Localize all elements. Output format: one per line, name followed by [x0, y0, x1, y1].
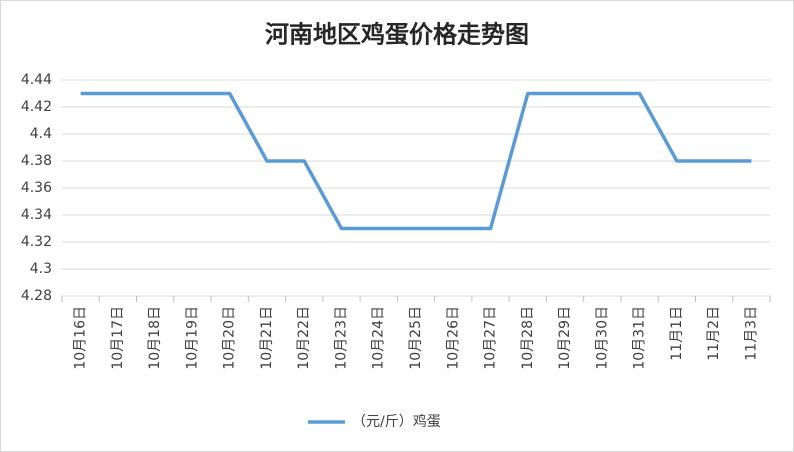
- x-tick-label: 10月22日: [296, 306, 312, 370]
- x-tick-label: 10月19日: [184, 306, 200, 370]
- y-tick-label: 4.44: [21, 72, 52, 88]
- x-tick-label: 10月16日: [73, 306, 89, 370]
- x-tick-label: 10月29日: [557, 306, 573, 370]
- y-tick-label: 4.42: [21, 99, 52, 115]
- x-tick-label: 11月3日: [743, 306, 759, 361]
- line-series: [80, 91, 752, 231]
- x-tick-label: 10月30日: [594, 306, 610, 370]
- x-tick-label: 10月20日: [222, 306, 238, 370]
- legend-label: （元/斤）鸡蛋: [352, 413, 441, 430]
- y-tick-label: 4.38: [21, 153, 52, 169]
- x-tick-label: 10月28日: [520, 306, 536, 370]
- x-tick-label: 11月1日: [669, 306, 685, 361]
- x-tick-label: 10月25日: [408, 306, 424, 370]
- x-tick-label: 10月26日: [445, 306, 461, 370]
- y-tick-label: 4.3: [30, 261, 52, 277]
- y-tick-label: 4.28: [21, 288, 52, 304]
- x-tick-label: 10月31日: [632, 306, 648, 370]
- chart-title: 河南地区鸡蛋价格走势图: [265, 20, 529, 49]
- y-tick-label: 4.32: [21, 234, 52, 250]
- x-tick-label: 10月24日: [371, 306, 387, 370]
- y-tick-label: 4.4: [30, 126, 52, 142]
- y-tick-label: 4.36: [21, 180, 52, 196]
- x-tick-label: 10月27日: [483, 306, 499, 370]
- x-tick-label: 10月17日: [110, 306, 126, 370]
- x-tick-label: 11月2日: [706, 306, 722, 361]
- x-tick-label: 10月21日: [259, 306, 275, 370]
- x-tick-label: 10月18日: [147, 306, 163, 370]
- x-tick-label: 10月23日: [333, 306, 349, 370]
- y-tick-label: 4.34: [21, 207, 52, 223]
